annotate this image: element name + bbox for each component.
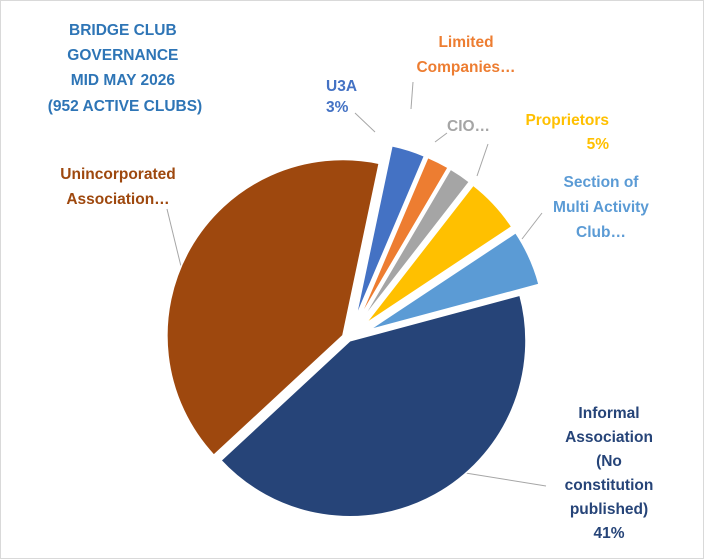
pie-slice-limited-companies [358,156,450,320]
chart-title-line: (952 ACTIVE CLUBS) [48,98,202,115]
pie-slice-u3a [354,144,426,319]
chart-title-line: MID MAY 2026 [71,72,176,89]
leader-line [434,132,448,143]
slice-label: Section of Multi Activity Club… [553,174,649,241]
slice-label-line: Informal [578,405,639,422]
slice-label: Unincorporated Association… [60,166,175,208]
chart-title-line: GOVERNANCE [67,47,178,64]
slice-label: Limited Companies… [416,34,515,76]
slice-label-line: constitution [565,477,654,494]
leader-line [476,143,489,177]
pie-slice-cio [360,168,471,322]
slice-label-line: Club… [576,224,626,241]
slice-label-line: 41% [593,525,624,542]
chart-title: BRIDGE CLUB GOVERNANCE MID MAY 2026 (952… [48,22,202,115]
slice-label: Informal Association (No constitution publis… [565,405,654,542]
pie-slice-proprietors [364,184,513,325]
slice-label-line: Association… [66,191,169,208]
slice-label-line: Unincorporated [60,166,175,183]
leader-line [354,112,376,133]
slice-label-line: Companies… [416,59,515,76]
slice-label-line: 3% [326,99,349,116]
slice-label-line: Proprietors [525,112,609,129]
slice-label-line: Multi Activity [553,199,649,216]
slice-label-line: U3A [326,78,357,95]
slice-label-line: 5% [587,136,610,153]
slice-label: Proprietors 5% [525,112,609,153]
pie-slice-section-of-multi-activity-club [368,231,540,331]
pie-slice-unincorporated-association [166,158,381,457]
slice-label: CIO… [447,118,490,135]
slice-label: U3A 3% [326,78,357,116]
leader-line [452,470,547,487]
slice-label-line: Section of [564,174,640,191]
leader-line [410,81,414,110]
leader-line [521,212,543,240]
slice-label-line: Association [565,429,653,446]
pie-slices [166,144,540,518]
slice-label-line: CIO… [447,118,490,135]
slice-label-line: (No [596,453,622,470]
pie-slice-informal-association-no-constitution-published [219,294,527,518]
slice-label-line: Limited [438,34,493,51]
slice-label-line: published) [570,501,648,518]
chart-title-line: BRIDGE CLUB [69,22,177,39]
slice-labels: Informal Association (No constitution publis… [60,34,653,542]
